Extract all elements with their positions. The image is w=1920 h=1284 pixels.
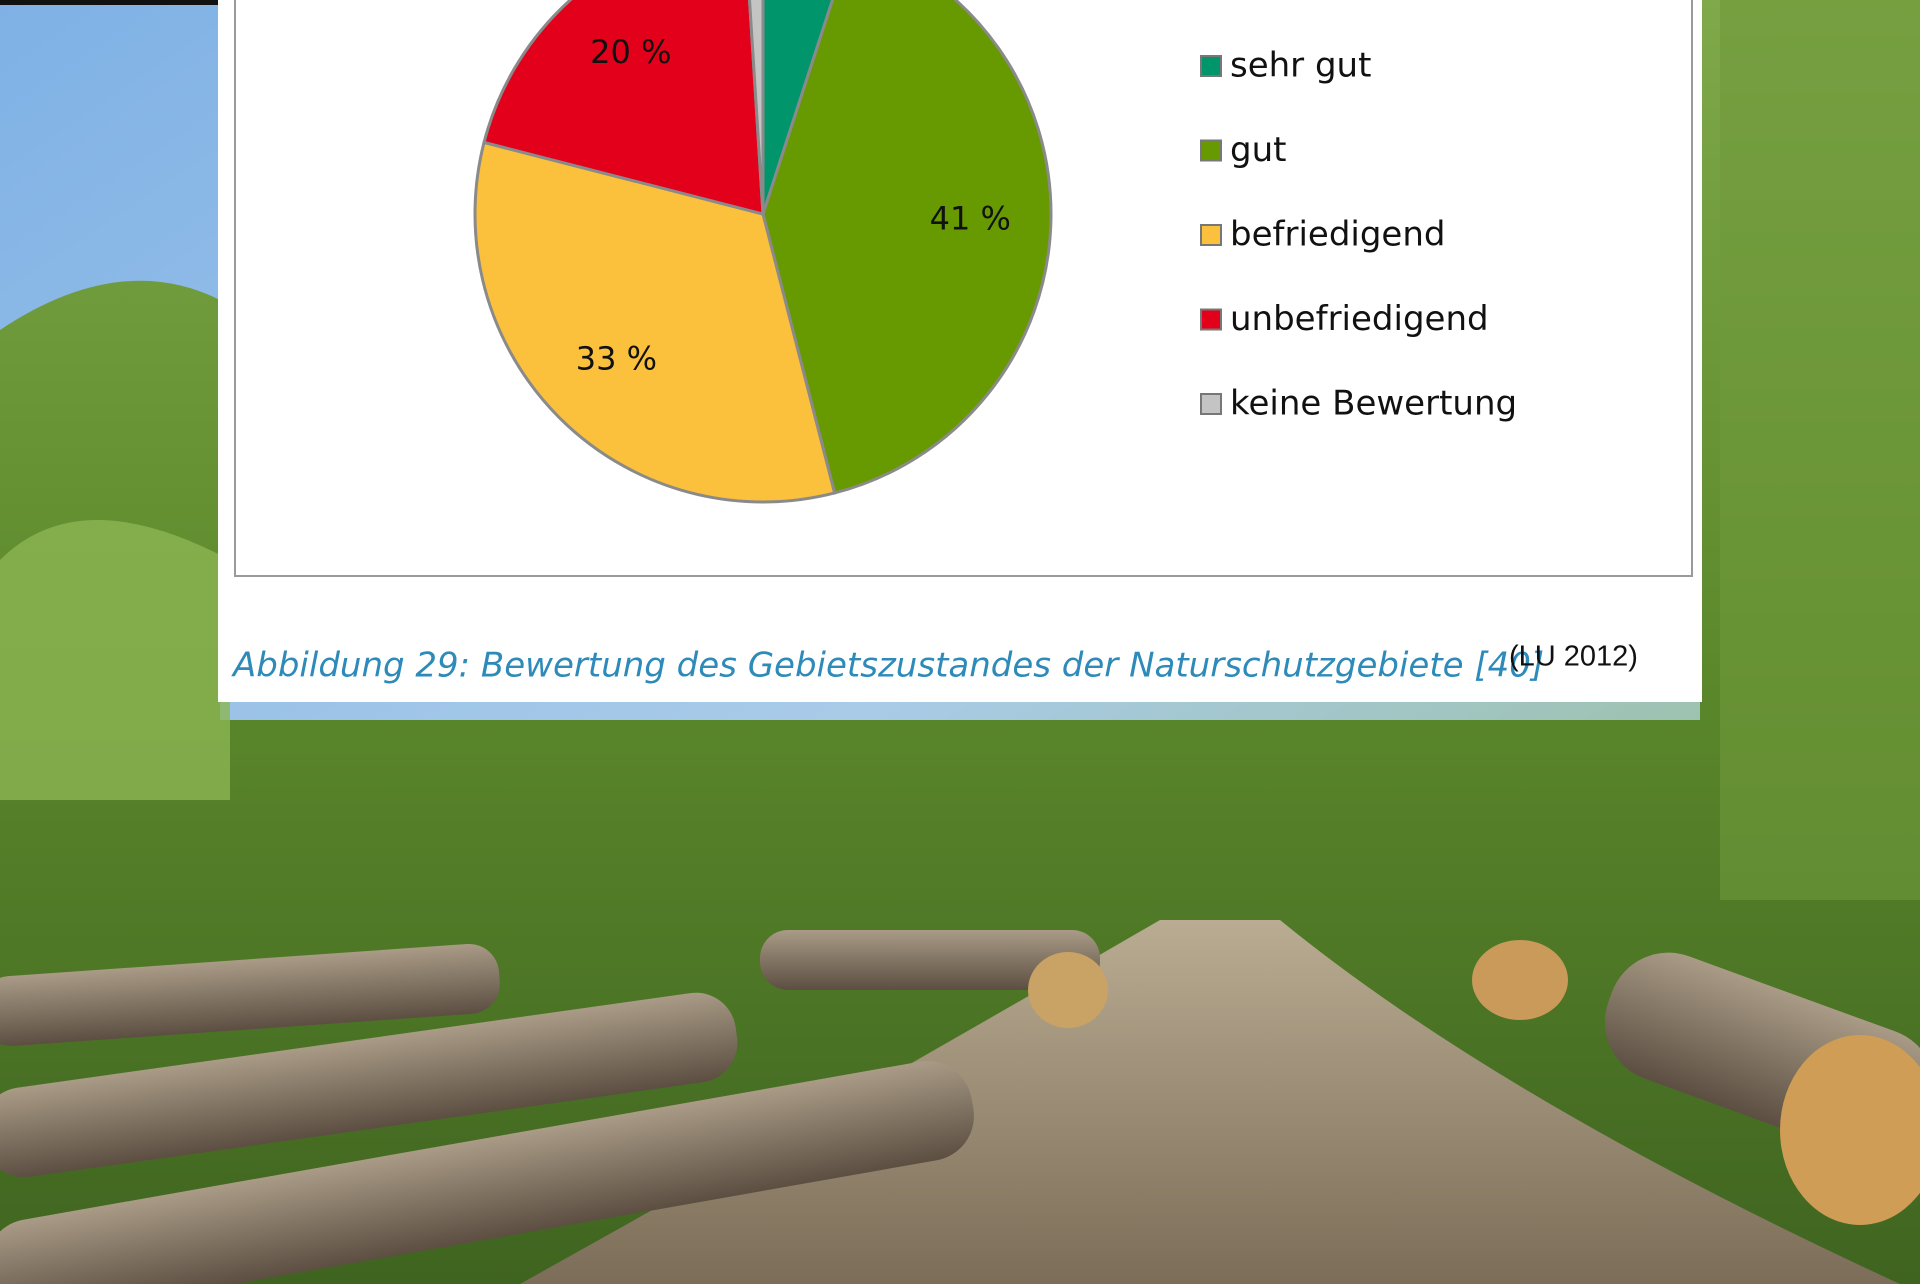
legend-swatch <box>1201 394 1221 414</box>
source-note: (LU 2012) <box>1509 641 1638 673</box>
slice-label: 41 % <box>930 200 1011 238</box>
legend-label: befriedigend <box>1230 215 1445 255</box>
figure-caption: Abbildung 29: Bewertung des Gebietszusta… <box>231 646 1544 686</box>
legend-label: gut <box>1230 130 1286 170</box>
legend-label: unbefriedigend <box>1230 299 1489 339</box>
legend-swatch <box>1201 225 1221 245</box>
background-trees <box>1720 0 1920 900</box>
legend-swatch <box>1201 56 1221 76</box>
background-trees <box>0 520 230 800</box>
legend-label: sehr gut <box>1230 46 1371 86</box>
slice-label: 33 % <box>576 340 657 378</box>
page: 41 % 33 % 20 % sehr gut gut befriedigend unbe… <box>0 0 1920 1284</box>
legend-swatch <box>1201 310 1221 330</box>
legend-label: keine Bewertung <box>1230 384 1517 424</box>
slide: 41 % 33 % 20 % sehr gut gut befriedigend unbe… <box>0 0 1920 1284</box>
slice-label: 20 % <box>590 33 671 71</box>
legend-swatch <box>1201 141 1221 161</box>
